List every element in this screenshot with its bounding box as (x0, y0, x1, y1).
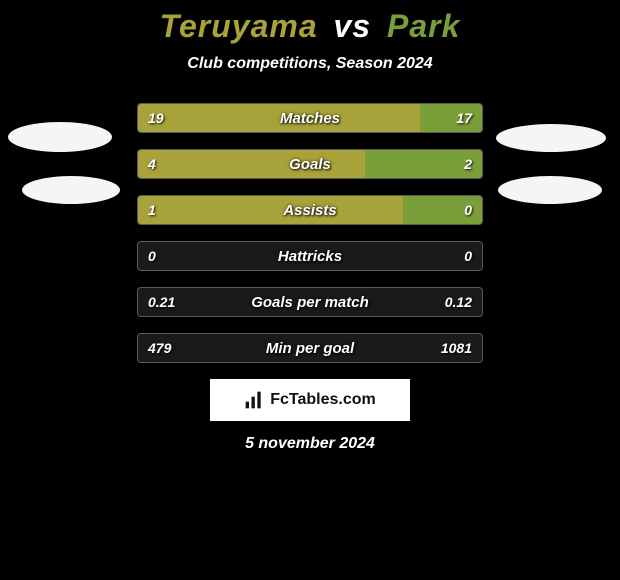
stat-row: 10Assists (137, 195, 483, 225)
player2-name: Park (387, 8, 460, 44)
stat-row: 0 0Hattricks (137, 241, 483, 271)
stat-right-value: 0 (464, 242, 472, 270)
stat-row: 42Goals (137, 149, 483, 179)
stat-left-value: 0.21 (148, 288, 175, 316)
stat-label: Hattricks (138, 242, 482, 270)
bar-left-fill (138, 150, 365, 178)
subtitle: Club competitions, Season 2024 (0, 55, 620, 73)
stat-row: 479 1081Min per goal (137, 333, 483, 363)
stat-left-value: 479 (148, 334, 171, 362)
title: Teruyama vs Park (0, 8, 620, 45)
vs-text: vs (334, 8, 372, 44)
logo-text: FcTables.com (270, 391, 376, 409)
stat-right-value: 1081 (441, 334, 472, 362)
stat-row: 0.21 0.12Goals per match (137, 287, 483, 317)
bar-right-fill (365, 150, 482, 178)
logo-box: FcTables.com (210, 379, 410, 421)
date-text: 5 november 2024 (0, 435, 620, 453)
bar-right-fill (403, 196, 482, 224)
team-logo-placeholder (496, 124, 606, 152)
stat-right-value: 0.12 (445, 288, 472, 316)
bar-chart-icon (244, 390, 264, 410)
team-logo-placeholder (8, 122, 112, 152)
comparison-card: Teruyama vs Park Club competitions, Seas… (0, 0, 620, 453)
team-logo-placeholder (498, 176, 602, 204)
team-logo-placeholder (22, 176, 120, 204)
stat-label: Goals per match (138, 288, 482, 316)
stat-left-value: 0 (148, 242, 156, 270)
bar-right-fill (420, 104, 482, 132)
bar-left-fill (138, 104, 420, 132)
player1-name: Teruyama (160, 8, 318, 44)
bar-left-fill (138, 196, 403, 224)
stat-label: Min per goal (138, 334, 482, 362)
stat-row: 1917Matches (137, 103, 483, 133)
stats-bars: 1917Matches 42Goals 10Assists 0 0Hattricks 0.… (137, 103, 483, 363)
